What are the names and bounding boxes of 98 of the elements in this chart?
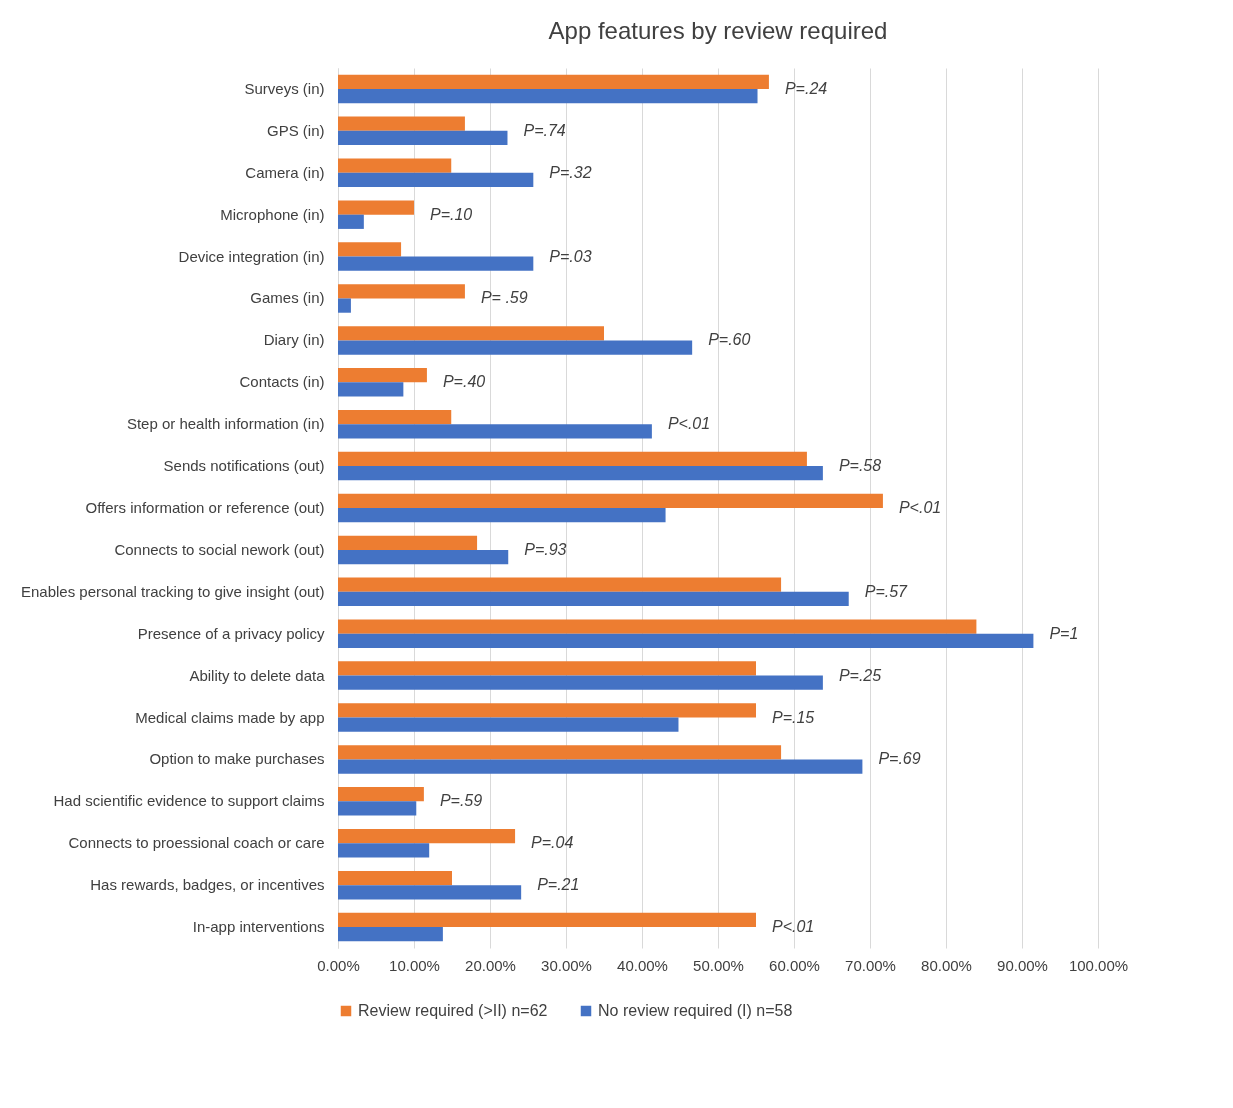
y-tick-label: Option to make purchases [149,750,325,768]
bar [338,535,478,550]
bar [338,382,404,397]
bar [338,745,782,760]
annotation: P=.69 [878,750,921,768]
bar [338,242,402,257]
y-tick-label: In-app interventions [192,918,325,936]
bar [338,619,977,634]
bar [338,759,863,774]
bar [338,508,666,523]
y-tick-label: Medical claims made by app [135,708,325,726]
annotation: P=.04 [531,834,574,852]
x-tick-label: 10.00% [389,956,440,974]
annotation: P=.21 [537,876,580,894]
bar [338,130,508,146]
x-tick-label: 60.00% [769,956,820,974]
bar [338,200,414,215]
annotation: P=.59 [439,792,483,810]
bar [338,424,652,439]
annotation: P=.15 [772,708,815,726]
x-tick-label: 90.00% [997,956,1048,974]
x-tick-label: 70.00% [845,956,896,974]
bar [338,368,427,383]
annotation: P=.93 [524,540,567,558]
annotation: P=1 [1049,624,1079,642]
x-tick-label: 100.00% [1068,956,1129,974]
y-tick-label: Games (in) [250,289,325,307]
annotation: P=.40 [442,373,486,391]
y-tick-label: Connects to proessional coach or care [68,834,325,852]
y-tick-label: Ability to delete data [189,666,326,684]
annotation: P=.25 [838,666,882,684]
bar [338,843,430,858]
y-tick-label: Enables personal tracking to give insight (out) [20,582,325,600]
annotation: P=.74 [523,121,566,139]
y-tick-label: Connects to social nework (out) [114,540,325,558]
y-tick-label: Microphone (in) [220,205,325,223]
bar [338,214,364,229]
bar [338,787,424,802]
x-tick-label: 40.00% [617,956,668,974]
x-tick-label: 0.00% [317,956,360,974]
annotation: P=.03 [549,247,592,265]
annotation: P= .59 [480,289,528,307]
bar [338,88,758,104]
bar [338,591,849,607]
y-tick-label: Had scientific evidence to support claims [53,792,325,810]
bar [338,661,756,676]
x-tick-label: 20.00% [465,956,516,974]
bar [338,451,807,467]
annotation: P=.24 [784,79,828,97]
annotation: P<.01 [667,415,711,433]
legend-label: No review required (I) n=58 [598,1002,793,1019]
bar [338,466,823,481]
bar [338,340,693,355]
bar [338,675,823,690]
y-tick-label: Diary (in) [263,331,325,349]
annotation: P=.32 [549,163,592,181]
bar [338,828,516,844]
bar [338,870,452,886]
annotation: P<.01 [898,499,942,516]
x-tick-label: 30.00% [541,956,592,974]
annotation: P=.58 [838,457,882,475]
bar [338,172,534,188]
annotation: P=.10 [430,205,473,223]
x-tick-label: 50.00% [693,956,744,974]
y-tick-label: Device integration (in) [178,247,325,265]
legend-label: Review required (>II) n=62 [358,1002,548,1019]
y-tick-label: Step or health information (in) [126,415,325,433]
bar [338,298,351,313]
bar [338,801,417,816]
bar [338,326,604,341]
chart-title: App features by review required [548,17,888,44]
bar [338,703,756,718]
y-tick-label: Presence of a privacy policy [137,624,325,642]
bar [338,493,883,508]
y-tick-label: Camera (in) [245,163,325,181]
y-tick-label: Surveys (in) [244,79,325,97]
bar [338,409,452,425]
annotation: P=.57 [864,582,909,600]
annotation: P=.60 [708,331,751,349]
annotation: P<.01 [772,918,815,936]
y-tick-label: Offers information or reference (out) [85,499,325,516]
bar [338,116,465,131]
bar [338,158,452,173]
x-tick-label: 80.00% [921,956,972,974]
bar [338,927,443,942]
bar [338,885,522,900]
y-tick-label: Contacts (in) [239,373,325,391]
bar [338,549,509,565]
y-tick-label: Has rewards, badges, or incentives [90,876,325,894]
y-tick-label: Sends notifications (out) [163,457,325,475]
y-tick-label: GPS (in) [266,121,325,139]
bar [338,633,1034,648]
bar [338,74,769,89]
bar [338,284,465,299]
bar [338,912,756,928]
bar [338,256,534,271]
bar [338,717,679,732]
bar [338,577,782,592]
